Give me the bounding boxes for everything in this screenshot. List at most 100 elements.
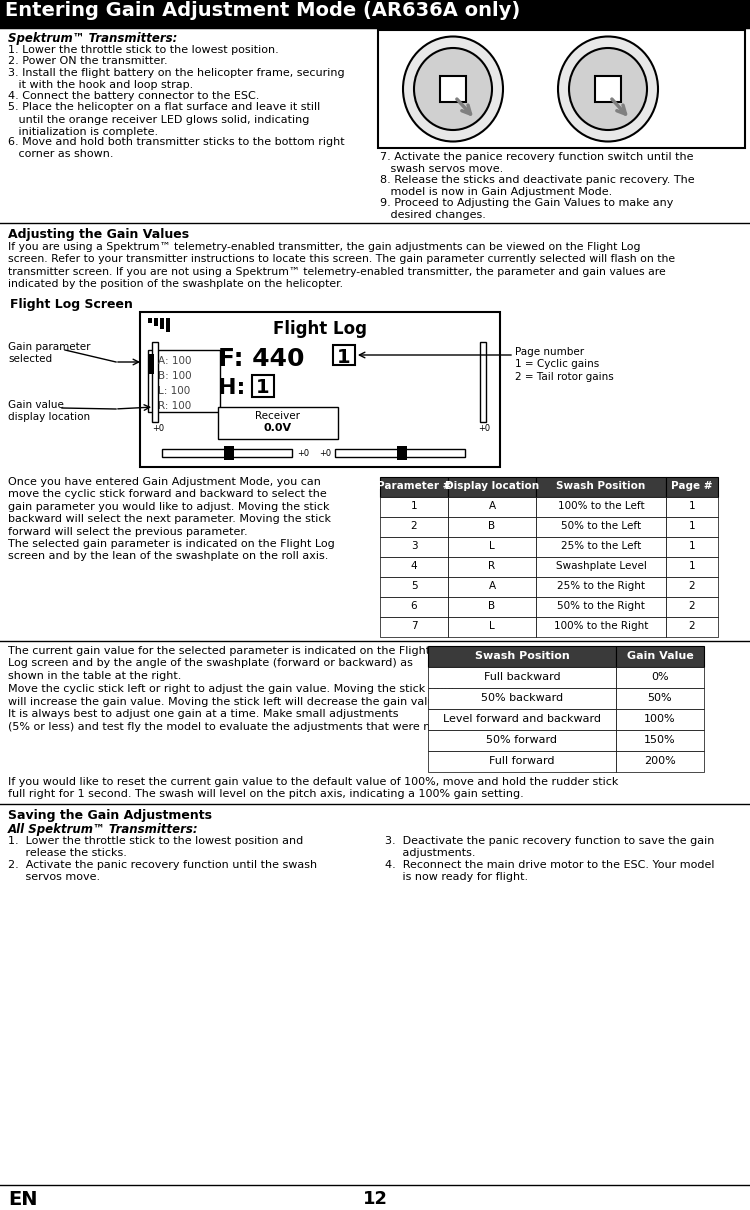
Text: Swashplate Level: Swashplate Level — [556, 561, 646, 571]
Bar — [252, 375, 274, 397]
Text: F: 440: F: 440 — [218, 347, 304, 371]
Bar — [536, 557, 666, 577]
Text: Parameter #: Parameter # — [376, 482, 452, 491]
Bar — [380, 597, 448, 617]
Bar — [380, 577, 448, 597]
Bar — [595, 76, 621, 102]
Bar — [154, 318, 158, 325]
Text: 1: 1 — [256, 378, 270, 397]
Bar — [536, 517, 666, 537]
Text: 0%: 0% — [651, 672, 669, 682]
Bar — [616, 688, 704, 709]
Text: Gain value
display location: Gain value display location — [8, 401, 90, 422]
Bar — [0, 0, 750, 25]
Text: 3: 3 — [411, 541, 417, 551]
Bar — [380, 517, 448, 537]
Bar — [666, 497, 718, 517]
Text: 100%: 100% — [644, 714, 676, 724]
Text: 2. Power ON the transmitter.: 2. Power ON the transmitter. — [8, 57, 168, 67]
Bar — [160, 318, 164, 329]
Text: Adjusting the Gain Values: Adjusting the Gain Values — [8, 227, 189, 241]
Ellipse shape — [403, 36, 503, 142]
Text: Saving the Gain Adjustments: Saving the Gain Adjustments — [8, 809, 212, 822]
Text: Gain Value: Gain Value — [627, 651, 693, 661]
Text: A: A — [488, 501, 496, 511]
Text: 25% to the Right: 25% to the Right — [557, 581, 645, 590]
Text: 2: 2 — [411, 522, 417, 531]
Text: B: B — [488, 522, 496, 531]
Text: 9. Proceed to Adjusting the Gain Values to make any
   desired changes.: 9. Proceed to Adjusting the Gain Values … — [380, 198, 674, 220]
Bar — [380, 557, 448, 577]
Bar — [448, 617, 536, 636]
Bar — [428, 751, 616, 772]
Text: 1: 1 — [338, 348, 351, 367]
Text: A: 100: A: 100 — [158, 356, 191, 365]
Text: Entering Gain Adjustment Mode (AR636A only): Entering Gain Adjustment Mode (AR636A on… — [5, 1, 520, 21]
Text: All Spektrum™ Transmitters:: All Spektrum™ Transmitters: — [8, 823, 199, 836]
Bar — [218, 407, 338, 439]
Text: A: A — [488, 581, 496, 590]
Text: 4: 4 — [411, 561, 417, 571]
Text: 1. Lower the throttle stick to the lowest position.: 1. Lower the throttle stick to the lowes… — [8, 45, 279, 54]
Text: 1: 1 — [688, 522, 695, 531]
Text: 50%: 50% — [648, 693, 672, 703]
Text: Spektrum™ Transmitters:: Spektrum™ Transmitters: — [8, 31, 177, 45]
Bar — [140, 312, 500, 467]
Bar — [380, 497, 448, 517]
Text: 100% to the Right: 100% to the Right — [554, 621, 648, 630]
Bar — [448, 517, 536, 537]
Bar — [428, 646, 616, 667]
Text: 200%: 200% — [644, 756, 676, 766]
Bar — [333, 345, 355, 365]
Bar — [378, 30, 745, 148]
Bar — [616, 730, 704, 751]
Text: +0: +0 — [319, 449, 332, 459]
Text: 150%: 150% — [644, 734, 676, 745]
Bar — [448, 537, 536, 557]
Bar — [428, 667, 616, 688]
Text: 100% to the Left: 100% to the Left — [558, 501, 644, 511]
Bar — [380, 617, 448, 636]
Text: +0: +0 — [152, 424, 164, 433]
Text: 2.  Activate the panic recovery function until the swash
     servos move.: 2. Activate the panic recovery function … — [8, 860, 317, 882]
Bar — [536, 617, 666, 636]
Text: 2: 2 — [688, 581, 695, 590]
Text: Swash Position: Swash Position — [475, 651, 569, 661]
Bar — [480, 342, 486, 422]
Bar — [162, 449, 292, 457]
Bar — [666, 477, 718, 497]
Bar — [380, 537, 448, 557]
Text: 1: 1 — [688, 541, 695, 551]
Bar — [666, 537, 718, 557]
Text: 12: 12 — [362, 1189, 388, 1208]
Bar — [397, 446, 407, 460]
Bar — [148, 318, 152, 323]
Bar — [428, 688, 616, 709]
Bar — [166, 318, 170, 332]
Text: 50% forward: 50% forward — [487, 734, 557, 745]
Text: 1: 1 — [688, 501, 695, 511]
Text: L: L — [489, 541, 495, 551]
Text: Flight Log: Flight Log — [273, 319, 367, 338]
Bar — [536, 497, 666, 517]
Text: If you would like to reset the current gain value to the default value of 100%, : If you would like to reset the current g… — [8, 777, 618, 800]
Text: 2: 2 — [688, 601, 695, 611]
Text: 25% to the Left: 25% to the Left — [561, 541, 641, 551]
Text: Receiver: Receiver — [256, 411, 301, 421]
Bar — [428, 709, 616, 730]
Text: Swash Position: Swash Position — [556, 482, 646, 491]
Text: H:: H: — [218, 378, 245, 398]
Bar — [152, 342, 158, 422]
Text: 1: 1 — [688, 561, 695, 571]
Bar — [536, 577, 666, 597]
Text: 5. Place the helicopter on a flat surface and leave it still
   until the orange: 5. Place the helicopter on a flat surfac… — [8, 103, 320, 137]
Text: 2: 2 — [688, 621, 695, 630]
Text: +0: +0 — [297, 449, 309, 459]
Bar — [666, 557, 718, 577]
Text: 3. Install the flight battery on the helicopter frame, securing
   it with the h: 3. Install the flight battery on the hel… — [8, 68, 344, 91]
Text: B: B — [488, 601, 496, 611]
Text: R: 100: R: 100 — [158, 401, 191, 411]
Text: 7: 7 — [411, 621, 417, 630]
Text: Level forward and backward: Level forward and backward — [443, 714, 601, 724]
Bar — [448, 557, 536, 577]
